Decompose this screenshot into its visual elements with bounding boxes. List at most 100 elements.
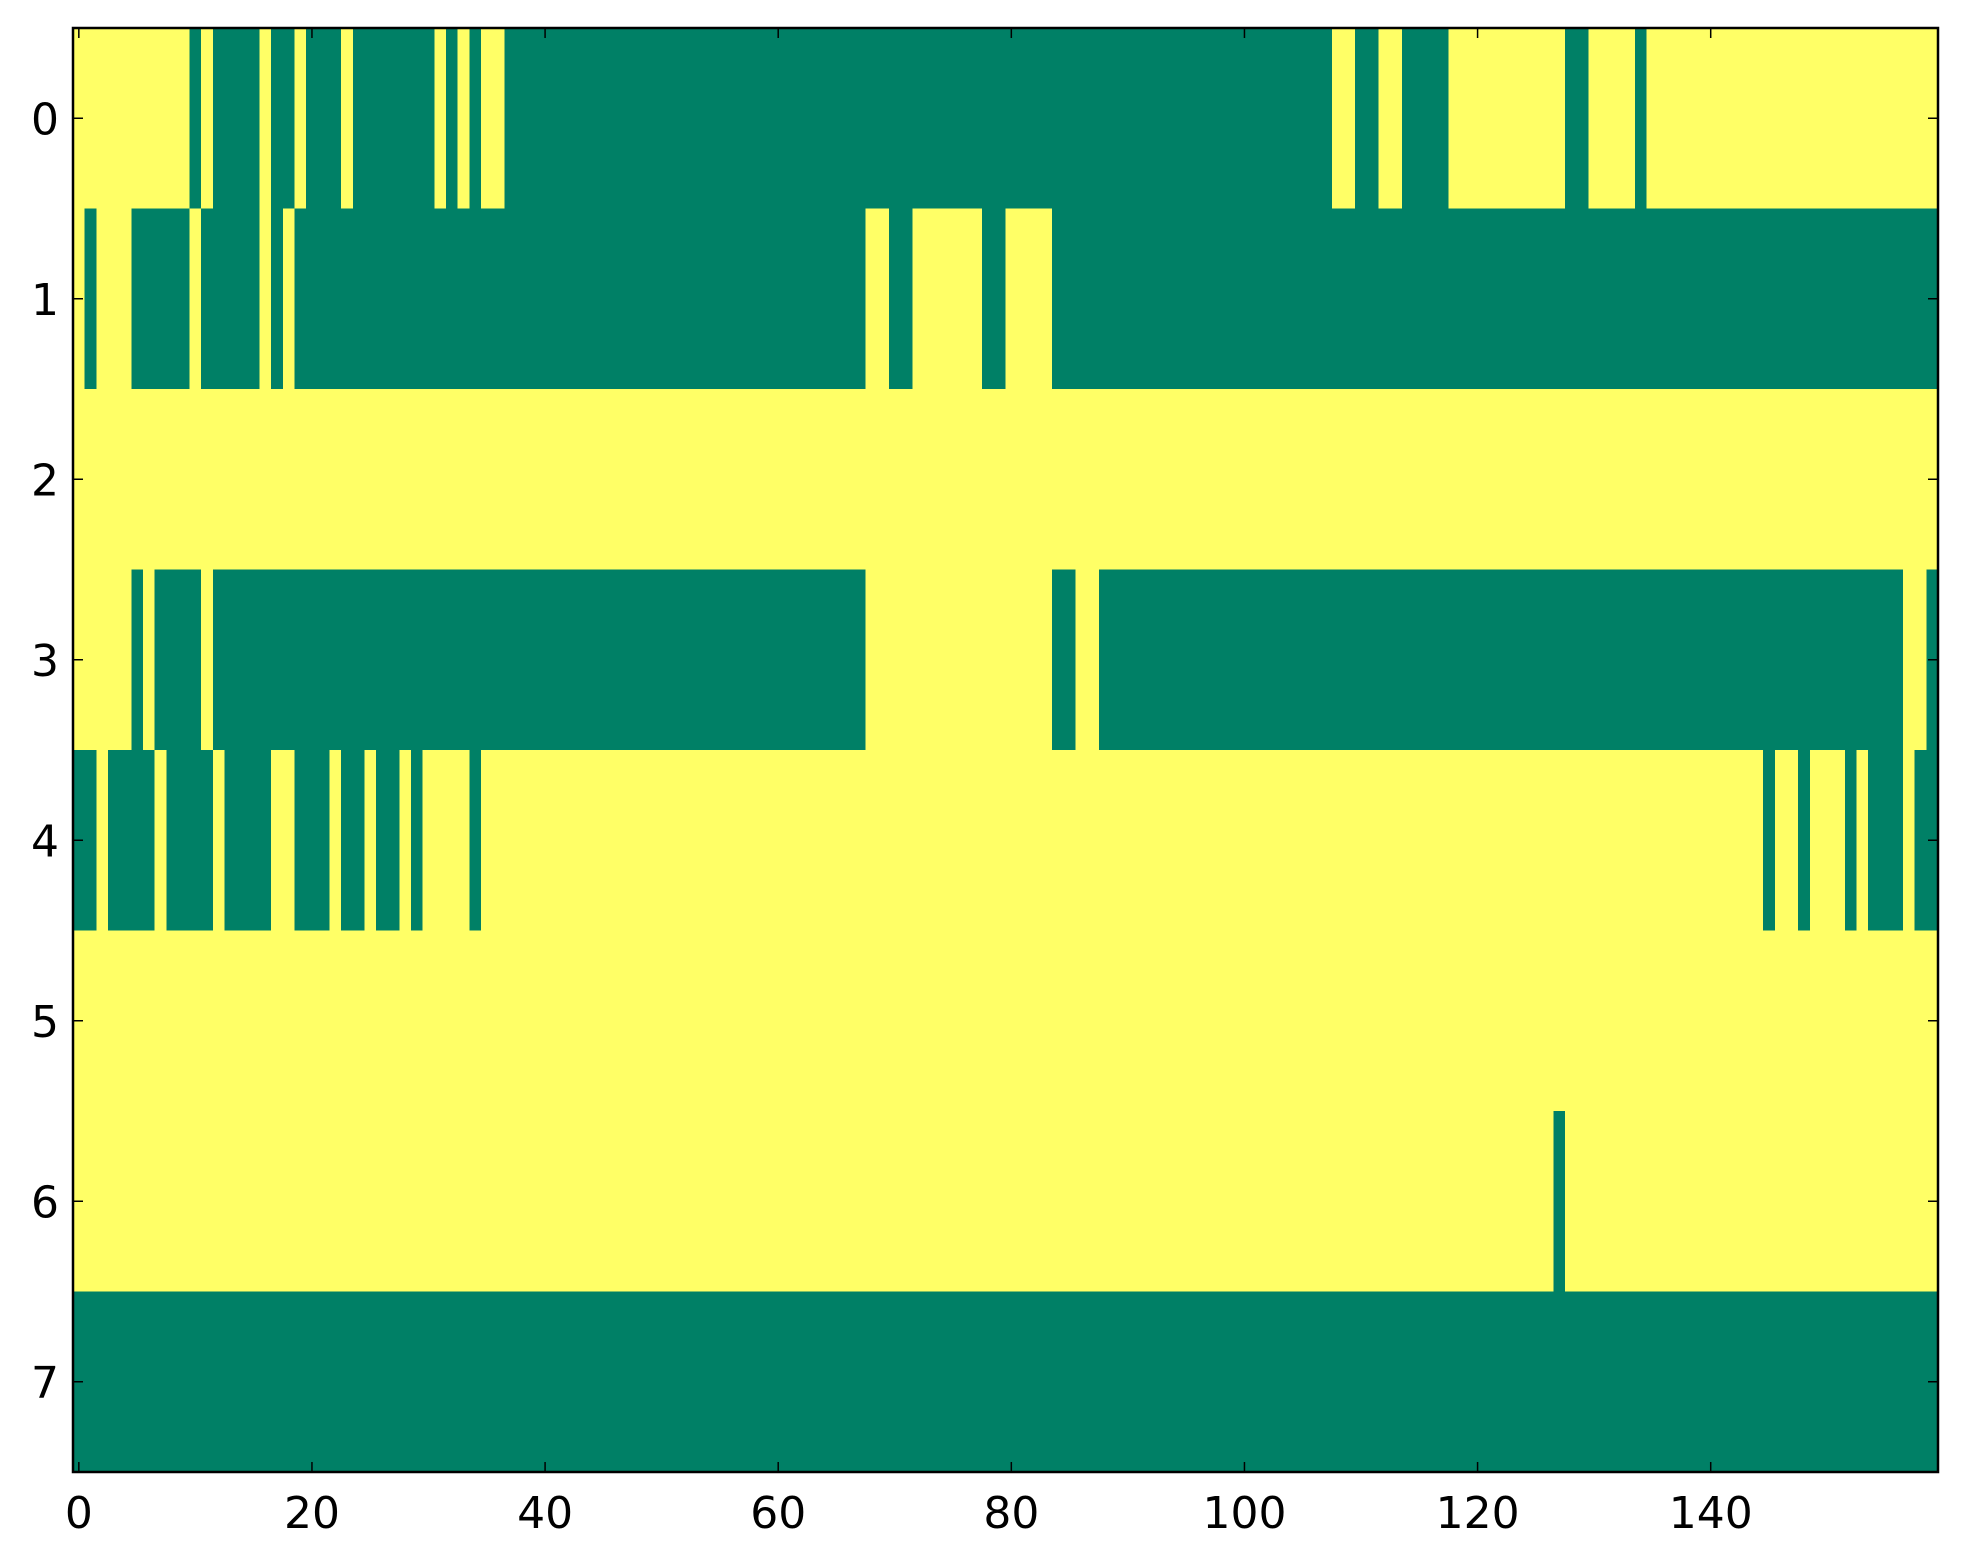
- cell: [527, 1111, 540, 1293]
- cell: [1541, 1291, 1554, 1473]
- cell: [1868, 208, 1881, 390]
- cell: [958, 1291, 972, 1473]
- cell: [585, 28, 599, 210]
- cell: [970, 930, 983, 1112]
- cell: [1868, 1291, 1881, 1473]
- cell: [84, 28, 97, 210]
- cell: [1774, 569, 1788, 751]
- cell: [107, 389, 121, 571]
- cell: [1203, 208, 1216, 390]
- cell: [1098, 28, 1112, 210]
- cell: [830, 569, 843, 751]
- cell: [96, 1111, 109, 1293]
- cell: [1168, 569, 1181, 751]
- cell: [259, 1111, 272, 1293]
- cell: [1728, 28, 1741, 210]
- cell: [807, 28, 820, 210]
- cell: [1448, 930, 1461, 1112]
- cell: [1599, 569, 1613, 751]
- cell: [282, 208, 296, 390]
- cell: [1052, 930, 1065, 1112]
- cell: [1028, 930, 1042, 1112]
- cell: [562, 750, 575, 932]
- cell: [1798, 208, 1811, 390]
- cell: [1261, 750, 1275, 932]
- cell: [807, 1111, 820, 1293]
- cell: [725, 1291, 739, 1473]
- cell: [1658, 1111, 1671, 1293]
- cell: [1809, 28, 1823, 210]
- cell: [1611, 1291, 1624, 1473]
- cell: [341, 208, 354, 390]
- cell: [282, 389, 296, 571]
- cell: [469, 1111, 482, 1293]
- cell: [399, 28, 412, 210]
- cell: [1436, 208, 1450, 390]
- cell: [1599, 28, 1613, 210]
- cell: [550, 208, 564, 390]
- cell: [702, 1291, 715, 1473]
- cell: [411, 1291, 424, 1473]
- cell: [877, 389, 890, 571]
- cell: [1821, 750, 1834, 932]
- cell: [888, 930, 902, 1112]
- cell: [1903, 1291, 1916, 1473]
- cell: [1145, 750, 1158, 932]
- cell: [1215, 208, 1228, 390]
- cell: [714, 750, 727, 932]
- cell: [807, 930, 820, 1112]
- cell: [912, 569, 925, 751]
- cell: [224, 1291, 237, 1473]
- cell: [259, 569, 272, 751]
- cell: [679, 1111, 692, 1293]
- cell: [947, 28, 960, 210]
- cell: [609, 1111, 622, 1293]
- cell: [539, 1111, 552, 1293]
- cell: [154, 930, 167, 1112]
- cell: [784, 389, 797, 571]
- cell: [970, 750, 983, 932]
- cell: [749, 1291, 762, 1473]
- cell: [1856, 208, 1869, 390]
- cell: [1751, 569, 1764, 751]
- cell: [1413, 1111, 1426, 1293]
- cell: [888, 569, 902, 751]
- cell: [982, 750, 995, 932]
- cell: [504, 750, 517, 932]
- cell: [1868, 930, 1881, 1112]
- cell: [224, 389, 237, 571]
- cell: [609, 208, 622, 390]
- cell: [1576, 28, 1589, 210]
- cell: [1646, 1291, 1659, 1473]
- cell: [1739, 930, 1753, 1112]
- cell: [259, 750, 272, 932]
- cell: [993, 1291, 1007, 1473]
- cell: [1809, 569, 1823, 751]
- cell: [1110, 28, 1123, 210]
- cell: [306, 930, 319, 1112]
- cell: [830, 28, 843, 210]
- cell: [1261, 930, 1275, 1112]
- cell: [1425, 1111, 1438, 1293]
- cell: [515, 1111, 529, 1293]
- cell: [1040, 1291, 1053, 1473]
- cell: [760, 1291, 773, 1473]
- cell: [1786, 1111, 1799, 1293]
- cell: [1448, 389, 1461, 571]
- cell: [900, 389, 913, 571]
- cell: [411, 569, 424, 751]
- cell: [492, 389, 505, 571]
- cell: [1425, 28, 1438, 210]
- cell: [399, 930, 412, 1112]
- cell: [1133, 569, 1146, 751]
- cell: [1110, 208, 1123, 390]
- cell: [737, 750, 750, 932]
- cell: [1751, 389, 1764, 571]
- cell: [1856, 569, 1869, 751]
- cell: [1716, 569, 1729, 751]
- cell: [795, 930, 808, 1112]
- cell: [900, 930, 913, 1112]
- cell: [1238, 930, 1251, 1112]
- x-tick-label: 140: [1669, 1488, 1753, 1539]
- cell: [282, 930, 296, 1112]
